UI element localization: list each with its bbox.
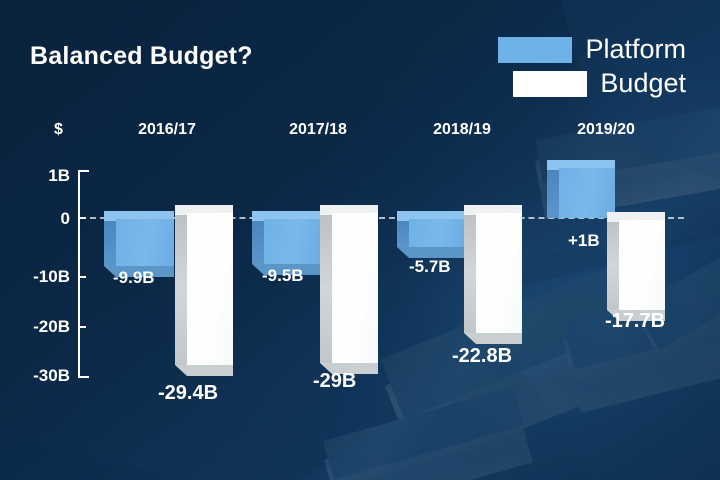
page-title: Balanced Budget? bbox=[30, 42, 253, 70]
bar-side-face bbox=[320, 213, 332, 363]
bar-platform-2016-17[interactable] bbox=[104, 211, 174, 277]
bar-side-face bbox=[607, 220, 619, 310]
bar-front-face bbox=[332, 213, 378, 363]
bar-bottom-face bbox=[607, 310, 665, 321]
tick-label-0: 0 bbox=[60, 209, 70, 228]
bar-front-face bbox=[559, 168, 615, 218]
category-label-2016-17: 2016/17 bbox=[138, 121, 196, 138]
tick-label-minus20b: -20B bbox=[33, 317, 70, 336]
y-axis-cap-bottom bbox=[78, 376, 89, 378]
bar-budget-2018-19[interactable] bbox=[464, 205, 522, 344]
value-label-platform-2016-17: -9.9B bbox=[113, 268, 155, 287]
bar-budget-2019-20[interactable] bbox=[607, 212, 665, 321]
bar-top-face bbox=[607, 212, 665, 222]
bar-front-face bbox=[409, 219, 465, 247]
legend-item-platform: Platform bbox=[498, 36, 686, 63]
category-label-2019-20: 2019/20 bbox=[577, 121, 635, 138]
bar-budget-2017-18[interactable] bbox=[320, 205, 378, 374]
legend-label-platform: Platform bbox=[585, 34, 686, 64]
bar-front-face bbox=[187, 213, 233, 365]
bar-top-face bbox=[320, 205, 378, 215]
legend-item-budget: Budget bbox=[513, 70, 686, 97]
bar-bottom-face bbox=[320, 363, 378, 374]
bar-front-face bbox=[619, 220, 665, 310]
bar-side-face bbox=[104, 219, 116, 266]
bar-front-face bbox=[476, 213, 522, 333]
bar-top-face bbox=[464, 205, 522, 215]
bar-front-face bbox=[264, 219, 320, 264]
bar-side-face bbox=[252, 219, 264, 264]
y-axis-line bbox=[78, 170, 80, 378]
bar-side-face bbox=[464, 213, 476, 333]
bar-top-face bbox=[397, 211, 465, 221]
value-label-platform-2017-18: -9.5B bbox=[262, 266, 304, 285]
budget-swatch bbox=[513, 70, 588, 97]
value-label-platform-2019-20: +1B bbox=[568, 231, 600, 250]
bar-top-face bbox=[175, 205, 233, 215]
category-label-2017-18: 2017/18 bbox=[289, 121, 347, 138]
bar-budget-2016-17[interactable] bbox=[175, 205, 233, 376]
tick-label-1b: 1B bbox=[48, 166, 70, 185]
bar-bottom-face bbox=[464, 333, 522, 344]
bar-bottom-face bbox=[252, 264, 320, 275]
bar-top-face bbox=[547, 160, 615, 170]
tick-mark-minus10 bbox=[78, 276, 86, 278]
value-label-budget-2016-17: -29.4B bbox=[158, 382, 219, 404]
zero-baseline bbox=[80, 217, 684, 219]
chart-legend: Platform Budget bbox=[498, 36, 686, 97]
value-label-budget-2018-19: -22.8B bbox=[452, 345, 513, 367]
tick-mark-minus20 bbox=[78, 326, 86, 328]
category-label-2018-19: 2018/19 bbox=[433, 121, 491, 138]
value-label-budget-2019-20: -17.7B bbox=[605, 310, 666, 332]
tick-label-minus30b: -30B bbox=[33, 366, 70, 385]
bar-top-face bbox=[104, 211, 174, 221]
bar-platform-2019-20[interactable] bbox=[547, 160, 615, 218]
bar-top-face bbox=[252, 211, 320, 221]
bar-side-face bbox=[547, 168, 559, 218]
bar-bottom-face bbox=[175, 365, 233, 376]
value-label-budget-2017-18: -29B bbox=[313, 370, 357, 392]
bar-platform-2017-18[interactable] bbox=[252, 211, 320, 275]
bar-side-face bbox=[175, 213, 187, 365]
y-axis-cap-top bbox=[78, 170, 89, 172]
bar-bottom-face bbox=[104, 266, 174, 277]
platform-swatch bbox=[498, 36, 573, 63]
tick-label-minus10b: -10B bbox=[33, 267, 70, 286]
value-label-platform-2018-19: -5.7B bbox=[409, 257, 451, 276]
bar-side-face bbox=[397, 219, 409, 247]
bar-platform-2018-19[interactable] bbox=[397, 211, 465, 258]
legend-label-budget: Budget bbox=[600, 68, 686, 98]
bar-front-face bbox=[116, 219, 174, 266]
axis-unit-label: $ bbox=[54, 121, 63, 138]
bar-bottom-face bbox=[397, 247, 465, 258]
